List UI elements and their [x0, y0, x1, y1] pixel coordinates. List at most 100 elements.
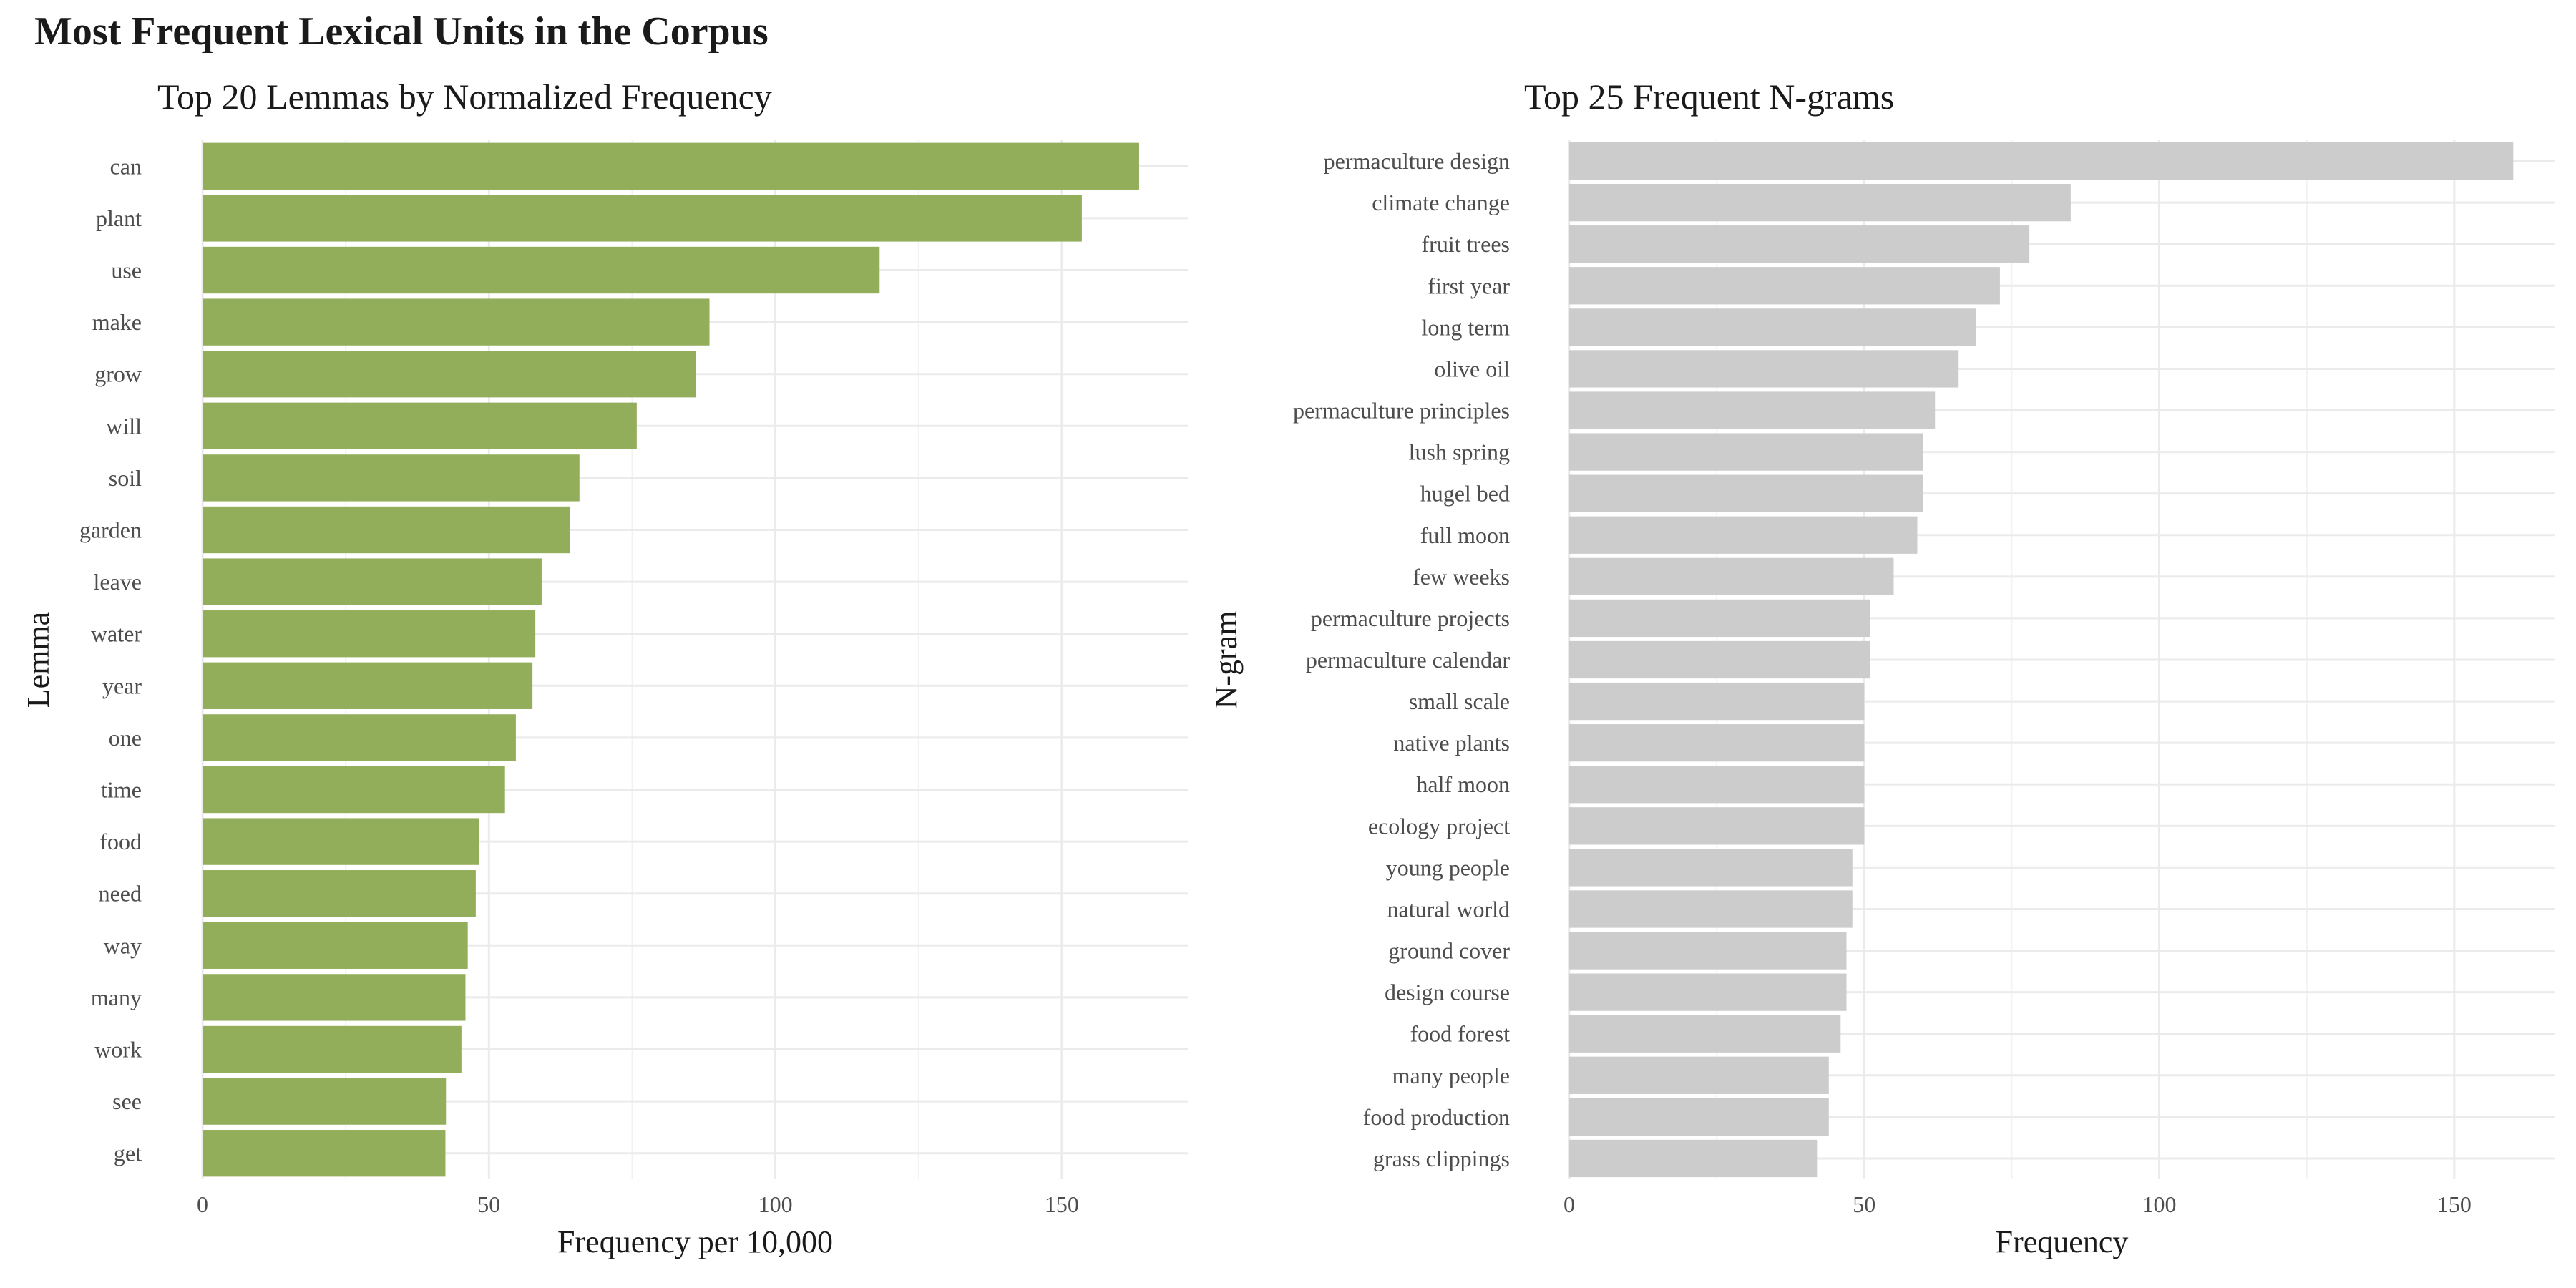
chart-ngrams-bar [1569, 682, 1865, 721]
chart-ngrams-panel: Top 25 Frequent N-grams permaculture desi… [1209, 77, 2555, 1259]
chart-lemmas-tick-label: 50 [477, 1191, 500, 1217]
chart-lemmas-tick-label: 100 [758, 1191, 793, 1217]
chart-lemmas-category-label: many [91, 985, 142, 1010]
chart-ngrams-bar [1569, 350, 1959, 388]
chart-ngrams-bar [1569, 599, 1870, 638]
chart-ngrams-bar [1569, 142, 2514, 180]
chart-lemmas-category-label: see [112, 1088, 142, 1114]
chart-lemmas-category-label: way [104, 932, 142, 958]
chart-lemmas-category-label: grow [94, 361, 142, 387]
chart-ngrams-category-label: permaculture projects [1311, 605, 1510, 631]
chart-ngrams-bar [1569, 724, 1865, 762]
chart-ngrams-category-label: olive oil [1434, 356, 1510, 381]
chart-ngrams-category-label: full moon [1420, 522, 1510, 548]
chart-lemmas-bar [203, 610, 536, 658]
chart-ngrams-tick-label: 0 [1563, 1191, 1575, 1217]
chart-ngrams-bar [1569, 640, 1870, 679]
chart-lemmas-bar [203, 195, 1082, 242]
chart-lemmas-bar [203, 298, 710, 346]
chart-ngrams-category-label: young people [1386, 854, 1510, 880]
chart-lemmas-bar [203, 246, 880, 294]
chart-lemmas-category-label: food [99, 829, 142, 854]
chart-lemmas-category-label: one [109, 725, 142, 751]
chart-ngrams-category-label: climate change [1372, 190, 1510, 215]
chart-lemmas-category-label: time [101, 777, 142, 803]
chart-ngrams-category-label: grass clippings [1373, 1146, 1510, 1171]
chart-ngrams-tick-label: 100 [2142, 1191, 2177, 1217]
chart-lemmas-bar [203, 974, 466, 1021]
chart-ngrams-bar [1569, 516, 1918, 554]
chart-ngrams-bar [1569, 1098, 1829, 1136]
chart-lemmas-bar [203, 870, 476, 917]
chart-ngrams-category-label: food production [1363, 1104, 1510, 1130]
chart-lemmas-y-axis-title: Lemma [21, 612, 56, 708]
chart-ngrams-x-axis-title: Frequency [1996, 1224, 2129, 1259]
chart-ngrams-category-label: permaculture design [1324, 148, 1510, 174]
chart-lemmas-bar [203, 1078, 447, 1125]
chart-lemmas-category-label: use [111, 258, 142, 283]
chart-ngrams-bar [1569, 890, 1853, 928]
chart-ngrams-bar [1569, 474, 1923, 512]
chart-ngrams-y-axis-title: N-gram [1209, 611, 1244, 709]
chart-lemmas-bar [203, 1025, 462, 1073]
chart-lemmas-bar [203, 662, 533, 709]
chart-ngrams-bar [1569, 225, 2030, 263]
chart-lemmas-bar [203, 766, 505, 814]
chart-lemmas-category-label: work [94, 1037, 142, 1063]
chart-ngrams-bar [1569, 973, 1847, 1011]
chart-lemmas-category-label: get [114, 1141, 142, 1166]
chart-lemmas-category-label: garden [79, 517, 142, 543]
chart-ngrams-bar [1569, 932, 1847, 970]
chart-ngrams-category-label: ecology project [1368, 813, 1510, 839]
chart-lemmas-bar [203, 558, 542, 605]
chart-lemmas-category-label: make [92, 309, 142, 335]
chart-lemmas-category-label: soil [109, 465, 142, 491]
chart-ngrams-category-label: hugel bed [1420, 481, 1510, 507]
chart-lemmas-category-label: leave [94, 569, 142, 595]
chart-lemmas-x-axis-title: Frequency per 10,000 [557, 1224, 833, 1259]
chart-lemmas-panel: Top 20 Lemmas by Normalized Frequency can… [21, 77, 1188, 1259]
chart-lemmas-category-label: water [91, 621, 142, 647]
chart-ngrams-bar [1569, 391, 1936, 429]
chart-ngrams-bar [1569, 183, 2071, 222]
chart-ngrams-tick-label: 50 [1853, 1191, 1875, 1217]
chart-ngrams-category-label: many people [1392, 1063, 1510, 1088]
chart-lemmas-category-label: will [106, 413, 142, 439]
chart-ngrams-bar [1569, 1056, 1829, 1094]
chart-lemmas-tick-label: 0 [197, 1191, 208, 1217]
chart-lemmas-bar [203, 922, 468, 969]
main-title: Most Frequent Lexical Units in the Corpu… [34, 9, 769, 54]
chart-lemmas-tick-label: 150 [1045, 1191, 1079, 1217]
chart-lemmas-bar [203, 818, 479, 865]
chart-ngrams-category-label: small scale [1409, 688, 1510, 714]
chart-ngrams-category-label: natural world [1387, 896, 1511, 922]
chart-ngrams-category-label: food forest [1410, 1021, 1510, 1047]
chart-ngrams-bar [1569, 766, 1865, 804]
chart-ngrams-category-label: first year [1428, 273, 1510, 298]
chart-ngrams-category-label: long term [1421, 314, 1510, 340]
chart-ngrams-category-label: permaculture principles [1293, 398, 1510, 424]
chart-ngrams-title: Top 25 Frequent N-grams [1524, 77, 1894, 117]
chart-ngrams-category-label: design course [1385, 980, 1510, 1005]
chart-lemmas-category-label: can [110, 153, 142, 179]
chart-lemmas-bar [203, 1130, 446, 1177]
chart-lemmas-title: Top 20 Lemmas by Normalized Frequency [157, 77, 772, 117]
chart-lemmas-bar [203, 402, 637, 449]
chart-ngrams-bar [1569, 267, 2000, 305]
chart-lemmas-bar [203, 351, 696, 398]
chart-ngrams-category-label: few weeks [1413, 564, 1510, 590]
chart-lemmas-category-label: need [99, 881, 142, 907]
chart-lemmas-bar [203, 454, 580, 502]
chart-ngrams-category-label: ground cover [1388, 938, 1510, 964]
chart-lemmas-bar [203, 714, 516, 761]
chart-ngrams-bar [1569, 807, 1865, 845]
chart-lemmas-bar [203, 142, 1139, 190]
chart-lemmas-category-label: year [102, 673, 142, 698]
chart-ngrams-category-label: fruit trees [1422, 231, 1511, 257]
chart-ngrams-category-label: half moon [1416, 771, 1510, 797]
chart-ngrams-tick-label: 150 [2437, 1191, 2472, 1217]
chart-ngrams-bar [1569, 308, 1976, 346]
chart-ngrams-bar [1569, 433, 1923, 471]
chart-ngrams-bar [1569, 1015, 1841, 1053]
